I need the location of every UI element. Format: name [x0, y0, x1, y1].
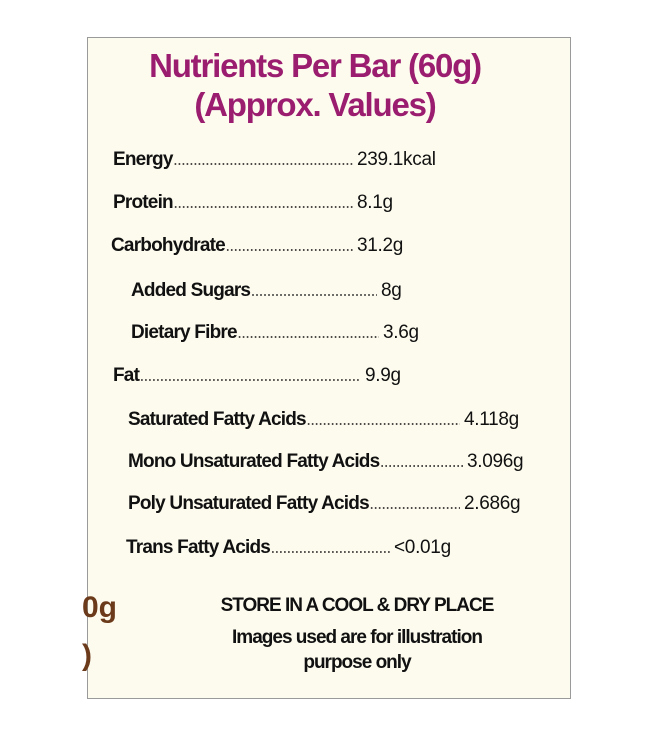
nutrient-value: 31.2g	[357, 235, 403, 256]
nutrient-value: 239.1kcal	[357, 149, 436, 170]
nutrient-label: Fat	[113, 365, 141, 386]
title-line: Nutrients Per Bar (60g)	[149, 47, 481, 84]
nutrient-value: 8g	[381, 280, 402, 301]
nutrient-value: 3.6g	[383, 322, 419, 343]
nutrient-value: 2.686g	[464, 493, 520, 514]
nutrient-label: Added Sugars	[131, 280, 250, 301]
footer-line: Images used are for illustration	[232, 627, 482, 648]
nutrient-value: 4.118g	[464, 409, 519, 430]
edge-fragment: 0g	[82, 591, 117, 624]
nutrient-value: <0.01g	[394, 537, 451, 558]
nutrient-value: 3.096g	[467, 451, 523, 472]
nutrient-label: Energy	[113, 149, 174, 170]
nutrient-label: Dietary Fibre	[131, 322, 237, 343]
nutrient-label: Trans Fatty Acids	[126, 537, 270, 558]
label-panel	[87, 37, 571, 699]
nutrient-label: Saturated Fatty Acids	[128, 409, 306, 430]
nutrient-label: Poly Unsaturated Fatty Acids	[128, 493, 369, 514]
nutrient-label: Protein	[113, 192, 173, 213]
edge-fragment: )	[82, 639, 92, 672]
content: Nutrients Per Bar (60g)(Approx. Values) E…	[82, 47, 524, 673]
nutrient-value: 8.1g	[357, 192, 393, 213]
footer-line: STORE IN A COOL & DRY PLACE	[221, 595, 494, 616]
nutrient-value: 9.9g	[365, 365, 401, 386]
footer-line: purpose only	[303, 652, 412, 673]
nutrient-label: Mono Unsaturated Fatty Acids	[128, 451, 380, 472]
nutrient-label: Carbohydrate	[111, 235, 225, 256]
title-line: (Approx. Values)	[194, 86, 435, 123]
